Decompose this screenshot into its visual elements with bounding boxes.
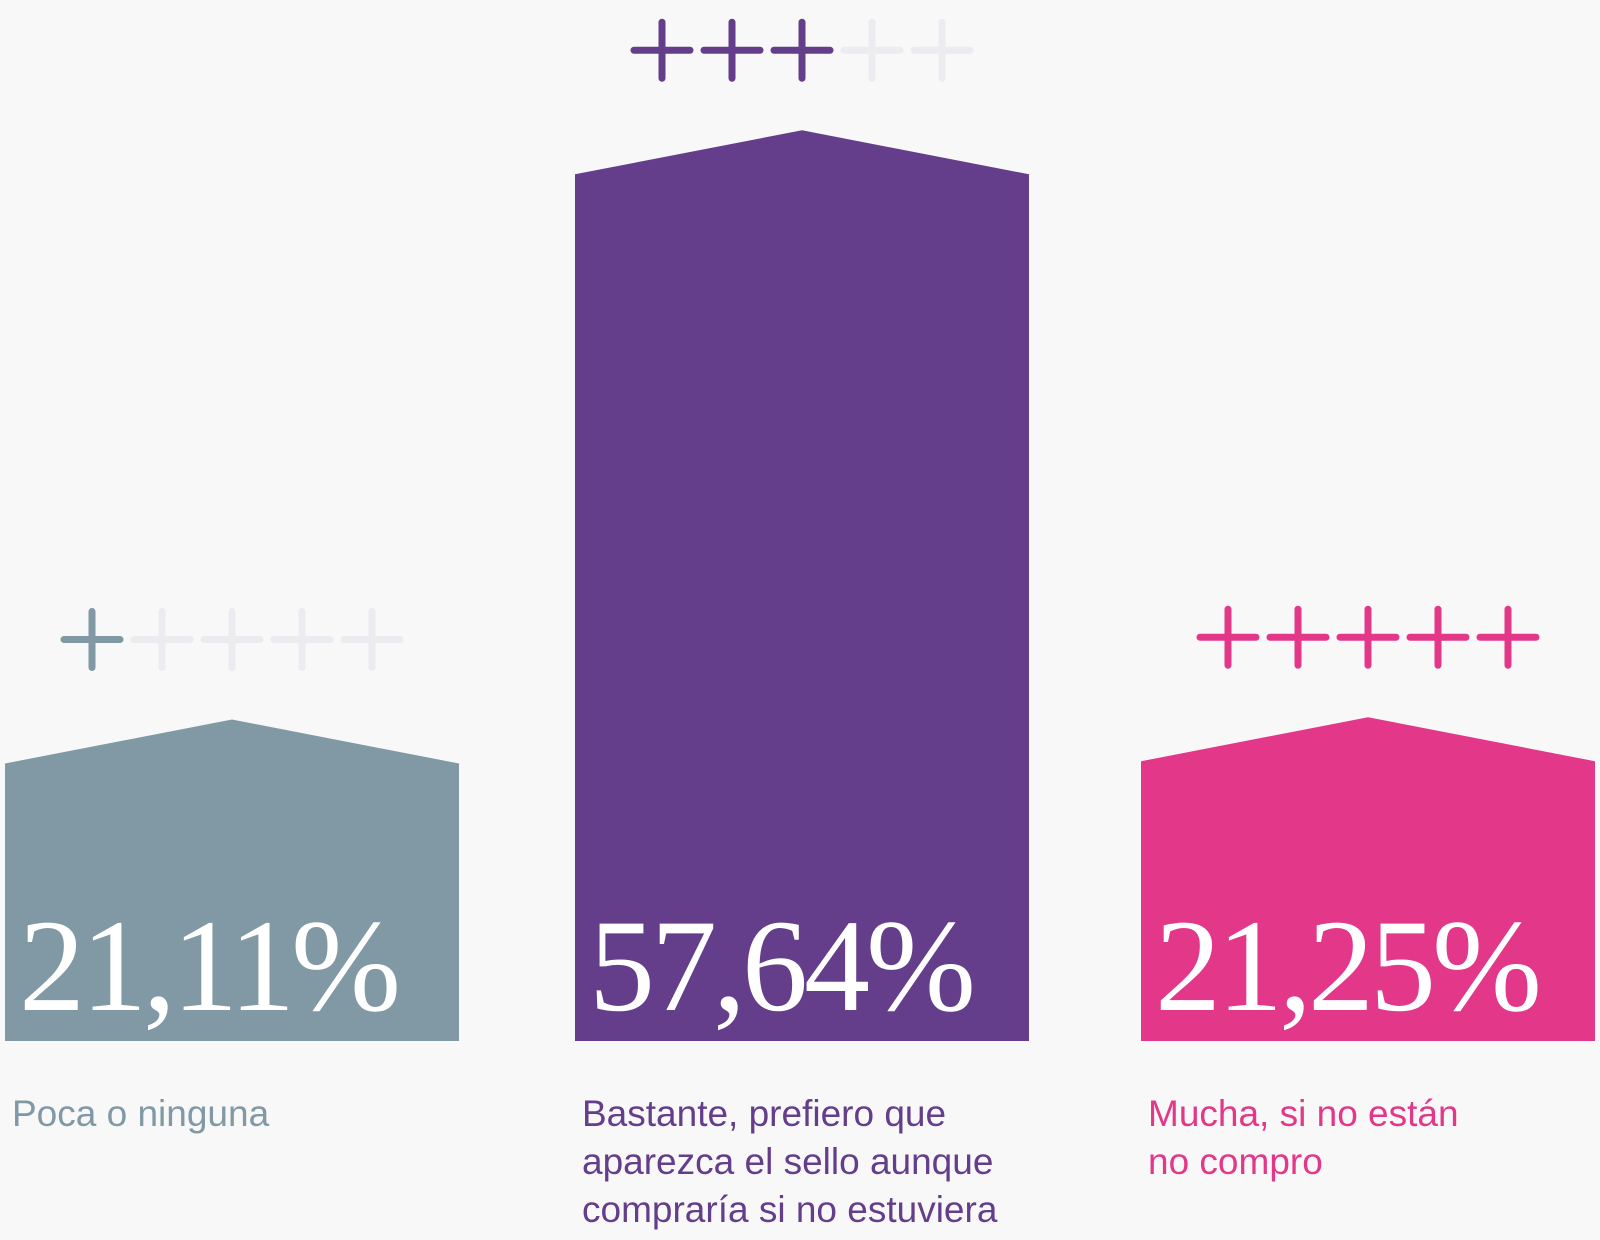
value-label: 57,64% bbox=[589, 892, 972, 1039]
bar bbox=[575, 130, 1029, 1042]
rating bbox=[630, 18, 974, 82]
value-label: 21,11% bbox=[19, 892, 397, 1039]
rating bbox=[60, 607, 404, 671]
value-label: 21,25% bbox=[1155, 892, 1538, 1039]
bar bbox=[1141, 717, 1595, 1041]
bar bbox=[5, 719, 459, 1041]
category-label: Bastante, prefiero que aparezca el sello… bbox=[582, 1093, 998, 1230]
category-label: Mucha, si no están no compro bbox=[1148, 1093, 1459, 1182]
rating bbox=[1196, 605, 1540, 669]
category-label: Poca o ninguna bbox=[12, 1093, 270, 1134]
